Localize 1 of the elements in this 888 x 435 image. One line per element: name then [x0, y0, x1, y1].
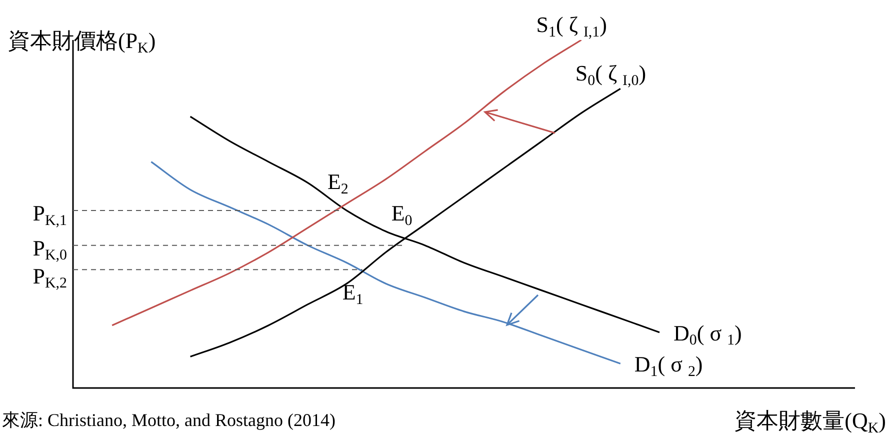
text: 來源: Christiano, Motto, and Rostagno (2014) — [2, 410, 336, 430]
